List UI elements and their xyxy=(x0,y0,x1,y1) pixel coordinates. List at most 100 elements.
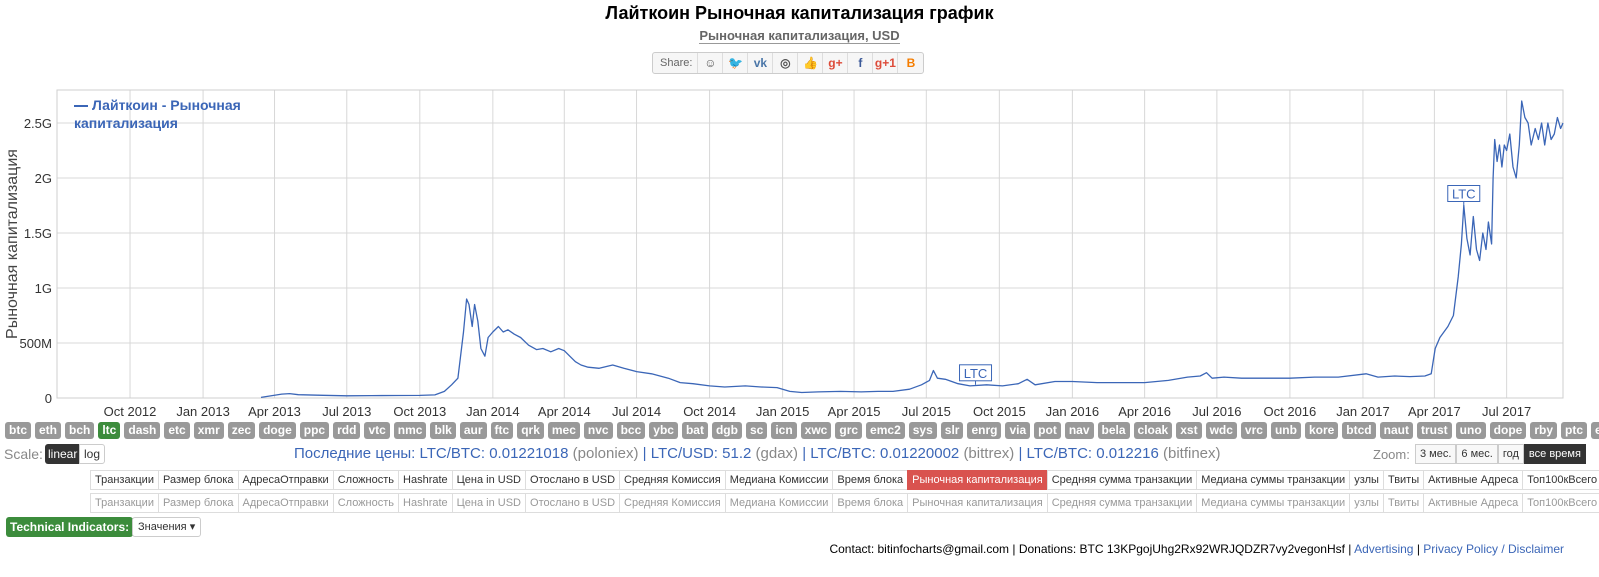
coin-vrc-button[interactable]: vrc xyxy=(1240,422,1267,439)
annotation-flag[interactable] xyxy=(959,364,993,382)
metric-tab[interactable]: Цена in USD xyxy=(451,470,526,490)
coin-efl-button[interactable]: efl xyxy=(1591,422,1599,439)
coin-sys-button[interactable]: sys xyxy=(908,422,937,439)
coin-btcd-button[interactable]: btcd xyxy=(1342,422,1376,439)
coin-xwc-button[interactable]: xwc xyxy=(800,422,832,439)
metric-tab[interactable]: Рыночная капитализация xyxy=(907,493,1047,513)
metric-tab[interactable]: Отослано в USD xyxy=(525,470,620,490)
coin-enrg-button[interactable]: enrg xyxy=(967,422,1002,439)
coin-ptc-button[interactable]: ptc xyxy=(1561,422,1588,439)
coin-kore-button[interactable]: kore xyxy=(1304,422,1339,439)
reddit-icon[interactable]: ☺ xyxy=(698,53,724,73)
metric-tab[interactable]: Топ100кВсего xyxy=(1522,470,1599,490)
metric-tab[interactable]: Цена in USD xyxy=(451,493,526,513)
annotation-flag[interactable] xyxy=(1447,185,1481,202)
metric-tab[interactable]: Рыночная капитализация xyxy=(907,470,1047,490)
coin-uno-button[interactable]: uno xyxy=(1455,422,1486,439)
metric-tab[interactable]: Средняя Комиссия xyxy=(619,470,725,490)
coin-grc-button[interactable]: grc xyxy=(835,422,863,439)
price-pair[interactable]: LTC/BTC: 0.01221018 xyxy=(419,445,569,462)
metric-tab[interactable]: Размер блока xyxy=(157,493,238,513)
coin-blk-button[interactable]: blk xyxy=(430,422,456,439)
metric-tab[interactable]: Активные Адреса xyxy=(1423,493,1523,513)
coin-ppc-button[interactable]: ppc xyxy=(299,422,330,439)
series-line[interactable] xyxy=(260,100,1564,399)
coin-dope-button[interactable]: dope xyxy=(1489,422,1527,439)
metric-tab[interactable]: Hashrate xyxy=(398,470,452,490)
technical-indicators-select[interactable]: Значения ▾ xyxy=(132,517,202,537)
weibo-icon[interactable]: ◎ xyxy=(773,53,799,73)
metric-tab[interactable]: узлы xyxy=(1349,493,1383,513)
coin-via-button[interactable]: via xyxy=(1005,422,1031,439)
coin-bat-button[interactable]: bat xyxy=(681,422,708,439)
coin-bch-button[interactable]: bch xyxy=(65,422,95,439)
coin-vtc-button[interactable]: vtc xyxy=(364,422,390,439)
zoom-option[interactable]: все время xyxy=(1523,444,1586,464)
coin-dash-button[interactable]: dash xyxy=(124,422,161,439)
zoom-option[interactable]: 6 мес. xyxy=(1456,444,1498,464)
coin-aur-button[interactable]: aur xyxy=(459,422,487,439)
chart-legend[interactable]: Лайткоин - Рыночная капитализация xyxy=(74,96,274,132)
privacy-link[interactable]: Privacy Policy / Disclaimer xyxy=(1423,542,1564,556)
coin-bcc-button[interactable]: bcc xyxy=(616,422,646,439)
metric-tab[interactable]: Активные Адреса xyxy=(1423,470,1523,490)
coin-nav-button[interactable]: nav xyxy=(1064,422,1094,439)
metric-tab[interactable]: Медиана суммы транзакции xyxy=(1196,493,1350,513)
coin-bela-button[interactable]: bela xyxy=(1097,422,1130,439)
coin-btc-button[interactable]: btc xyxy=(5,422,31,439)
metric-tab[interactable]: Твиты xyxy=(1382,470,1424,490)
coin-xst-button[interactable]: xst xyxy=(1176,422,1202,439)
scale-log-button[interactable]: log xyxy=(79,444,106,464)
coin-ltc-button[interactable]: ltc xyxy=(98,422,121,439)
metric-tab[interactable]: Средняя сумма транзакции xyxy=(1046,470,1197,490)
metric-tab[interactable]: Твиты xyxy=(1382,493,1424,513)
metric-tab[interactable]: Медиана Комиссии xyxy=(724,470,833,490)
coin-emc2-button[interactable]: emc2 xyxy=(866,422,905,439)
facebook-icon[interactable]: f xyxy=(848,53,874,73)
coin-xmr-button[interactable]: xmr xyxy=(193,422,224,439)
price-pair[interactable]: LTC/BTC: 0.012216 xyxy=(1026,445,1159,462)
coin-qrk-button[interactable]: qrk xyxy=(517,422,544,439)
coin-nmc-button[interactable]: nmc xyxy=(393,422,427,439)
coin-zec-button[interactable]: zec xyxy=(227,422,256,439)
scale-linear-button[interactable]: linear xyxy=(45,444,81,464)
metric-tab[interactable]: Отослано в USD xyxy=(525,493,620,513)
googleplus-icon[interactable]: g+ xyxy=(823,53,849,73)
coin-eth-button[interactable]: eth xyxy=(35,422,61,439)
metric-tab[interactable]: Средняя сумма транзакции xyxy=(1046,493,1197,513)
coin-wdc-button[interactable]: wdc xyxy=(1205,422,1237,439)
price-pair[interactable]: LTC/USD: 51.2 xyxy=(650,445,752,462)
coin-nvc-button[interactable]: nvc xyxy=(583,422,613,439)
like-icon[interactable]: 👍 xyxy=(798,53,824,73)
metric-tab[interactable]: узлы xyxy=(1349,470,1383,490)
coin-pot-button[interactable]: pot xyxy=(1034,422,1061,439)
coin-ybc-button[interactable]: ybc xyxy=(649,422,678,439)
metric-tab[interactable]: Размер блока xyxy=(157,470,238,490)
coin-unb-button[interactable]: unb xyxy=(1270,422,1301,439)
coin-dgb-button[interactable]: dgb xyxy=(711,422,742,439)
coin-trust-button[interactable]: trust xyxy=(1416,422,1452,439)
zoom-option[interactable]: 3 мес. xyxy=(1415,444,1457,464)
metric-tab[interactable]: Средняя Комиссия xyxy=(619,493,725,513)
coin-naut-button[interactable]: naut xyxy=(1379,422,1413,439)
metric-tab[interactable]: Медиана Комиссии xyxy=(724,493,833,513)
metric-tab[interactable]: Транзакции xyxy=(90,470,158,490)
coin-slr-button[interactable]: slr xyxy=(940,422,964,439)
coin-ftc-button[interactable]: ftc xyxy=(490,422,514,439)
metric-tab[interactable]: Транзакции xyxy=(90,493,158,513)
metric-tab[interactable]: Сложность xyxy=(332,470,399,490)
coin-rby-button[interactable]: rby xyxy=(1530,422,1558,439)
zoom-option[interactable]: год xyxy=(1497,444,1524,464)
metric-tab[interactable]: Сложность xyxy=(332,493,399,513)
coin-icn-button[interactable]: icn xyxy=(771,422,797,439)
twitter-icon[interactable]: 🐦 xyxy=(723,53,749,73)
metric-tab[interactable]: Hashrate xyxy=(398,493,452,513)
coin-etc-button[interactable]: etc xyxy=(164,422,190,439)
blogger-icon[interactable]: B xyxy=(906,56,916,70)
coin-rdd-button[interactable]: rdd xyxy=(333,422,361,439)
advertising-link[interactable]: Advertising xyxy=(1354,542,1414,556)
metric-tab[interactable]: Время блока xyxy=(832,493,908,513)
vk-icon[interactable]: vk xyxy=(748,53,774,73)
coin-sc-button[interactable]: sc xyxy=(745,422,768,439)
coin-cloak-button[interactable]: cloak xyxy=(1133,422,1173,439)
